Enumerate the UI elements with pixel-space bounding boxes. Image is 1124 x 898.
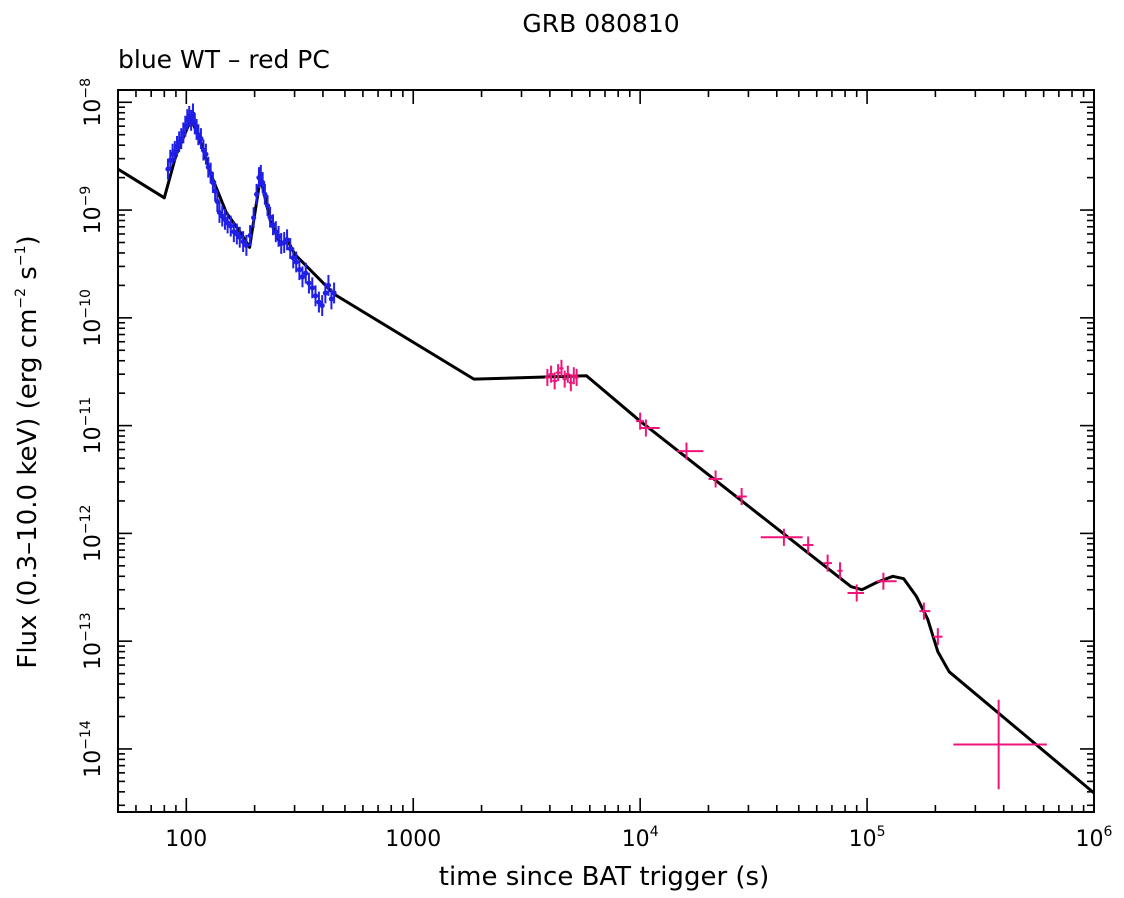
x-axis-label: time since BAT trigger (s) — [439, 862, 769, 892]
wt-point — [231, 221, 237, 243]
y-axis-label: Flux (0.3–10.0 keV) (erg cm−2 s−1) — [13, 235, 43, 668]
wt-point — [309, 277, 315, 299]
wt-point — [270, 214, 276, 236]
wt-point — [293, 251, 299, 273]
chart-subtitle: blue WT – red PC — [118, 45, 330, 74]
y-tick-label: 10−9 — [78, 186, 106, 235]
wt-point — [237, 226, 243, 248]
pc-point — [568, 374, 573, 392]
pc-point — [559, 359, 564, 377]
wt-point — [303, 262, 309, 284]
wt-point — [316, 291, 322, 313]
wt-point — [267, 206, 273, 228]
y-tick-label: 10−12 — [78, 505, 106, 563]
wt-point — [198, 128, 204, 150]
wt-point — [284, 229, 290, 251]
wt-point — [296, 259, 302, 281]
pc-point — [823, 554, 832, 572]
pc-point — [552, 372, 557, 390]
pc-point — [571, 367, 576, 385]
chart-title: GRB 080810 — [522, 9, 679, 38]
wt-point — [216, 202, 223, 223]
y-tick-label: 10−8 — [78, 78, 106, 127]
wt-point — [264, 195, 271, 217]
wt-point — [165, 158, 171, 180]
wt-point — [243, 234, 250, 256]
wt-point — [322, 282, 328, 304]
wt-point — [306, 272, 312, 294]
wt-point — [312, 285, 319, 307]
wt-point — [260, 172, 266, 193]
y-tick-label: 10−13 — [78, 612, 106, 670]
wt-point — [195, 124, 201, 146]
pc-point — [876, 572, 897, 590]
pc-point — [676, 442, 704, 460]
wt-point — [275, 225, 282, 247]
x-tick-label: 105 — [849, 824, 886, 852]
pc-point — [760, 528, 803, 546]
pc-point — [640, 419, 660, 437]
pc-point — [548, 365, 554, 383]
y-tick-label: 10−14 — [78, 720, 106, 778]
wt-point — [328, 288, 335, 310]
pc-point — [837, 562, 843, 580]
wt-point — [262, 183, 268, 205]
pc-point — [708, 470, 723, 488]
wt-point — [240, 231, 246, 253]
x-tick-label: 104 — [622, 824, 659, 852]
wt-point — [253, 183, 260, 205]
pc-point — [636, 412, 645, 430]
pc-point — [932, 628, 943, 646]
model-layer — [117, 117, 1095, 795]
pc-point — [574, 368, 579, 386]
pc-point — [736, 487, 747, 506]
wt-point — [319, 295, 325, 317]
wt-point — [325, 274, 332, 296]
y-tick-label: 10−11 — [78, 397, 106, 455]
pc-point — [847, 584, 865, 602]
pc-point — [919, 602, 931, 620]
wt-point — [273, 221, 279, 243]
pc-point — [802, 536, 814, 554]
wt-point — [212, 180, 218, 202]
wt-point — [224, 212, 231, 234]
wt-point — [228, 215, 234, 237]
model-curve — [117, 117, 1095, 795]
x-tick-label: 106 — [1076, 824, 1113, 852]
wt-point — [251, 207, 257, 229]
wt-point — [281, 232, 287, 253]
wt-series-layer — [165, 103, 337, 317]
pc-point — [544, 368, 550, 386]
pc-point — [565, 365, 570, 383]
wt-point — [222, 208, 228, 230]
wt-point — [203, 143, 209, 165]
wt-point — [200, 139, 207, 161]
wt-point — [287, 238, 293, 259]
tick-labels: 100 1000 104 105 106 10−8 10−9 10−10 10−11 10−12 1… — [78, 78, 1113, 852]
wt-point — [331, 282, 337, 304]
pc-series-layer — [544, 359, 1047, 790]
wt-point — [247, 225, 253, 247]
pc-point — [562, 370, 567, 388]
pc-point — [953, 699, 1047, 790]
wt-point — [299, 266, 306, 288]
x-tick-label: 1000 — [385, 827, 441, 852]
wt-point — [290, 247, 296, 269]
axis-ticks — [117, 90, 1095, 812]
pc-point — [555, 364, 561, 382]
plot-frame — [117, 89, 1095, 813]
x-tick-label: 100 — [165, 827, 207, 852]
y-tick-label: 10−10 — [78, 289, 106, 347]
